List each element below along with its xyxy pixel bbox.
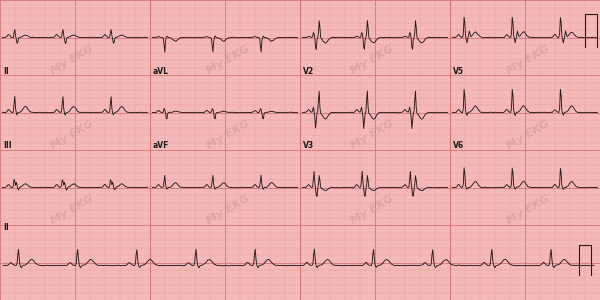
- Text: V6: V6: [453, 142, 464, 151]
- Text: II: II: [3, 67, 9, 76]
- Text: V3: V3: [303, 142, 314, 151]
- Text: aVF: aVF: [153, 142, 169, 151]
- Text: My EKG: My EKG: [349, 194, 395, 226]
- Text: My EKG: My EKG: [349, 119, 395, 151]
- Text: V1: V1: [303, 0, 314, 1]
- Text: My EKG: My EKG: [205, 119, 251, 151]
- Text: aVL: aVL: [153, 67, 169, 76]
- Text: My EKG: My EKG: [49, 44, 95, 76]
- Text: aVR: aVR: [153, 0, 170, 1]
- Text: My EKG: My EKG: [505, 44, 551, 76]
- Text: My EKG: My EKG: [205, 44, 251, 76]
- Text: My EKG: My EKG: [505, 194, 551, 226]
- Text: V4: V4: [453, 0, 464, 1]
- Text: I: I: [3, 0, 6, 1]
- Text: II: II: [3, 223, 9, 232]
- Text: My EKG: My EKG: [49, 194, 95, 226]
- Text: III: III: [3, 142, 11, 151]
- Text: My EKG: My EKG: [505, 119, 551, 151]
- Text: V5: V5: [453, 67, 464, 76]
- Text: V2: V2: [303, 67, 314, 76]
- Text: My EKG: My EKG: [349, 44, 395, 76]
- Text: My EKG: My EKG: [49, 119, 95, 151]
- Text: My EKG: My EKG: [205, 194, 251, 226]
